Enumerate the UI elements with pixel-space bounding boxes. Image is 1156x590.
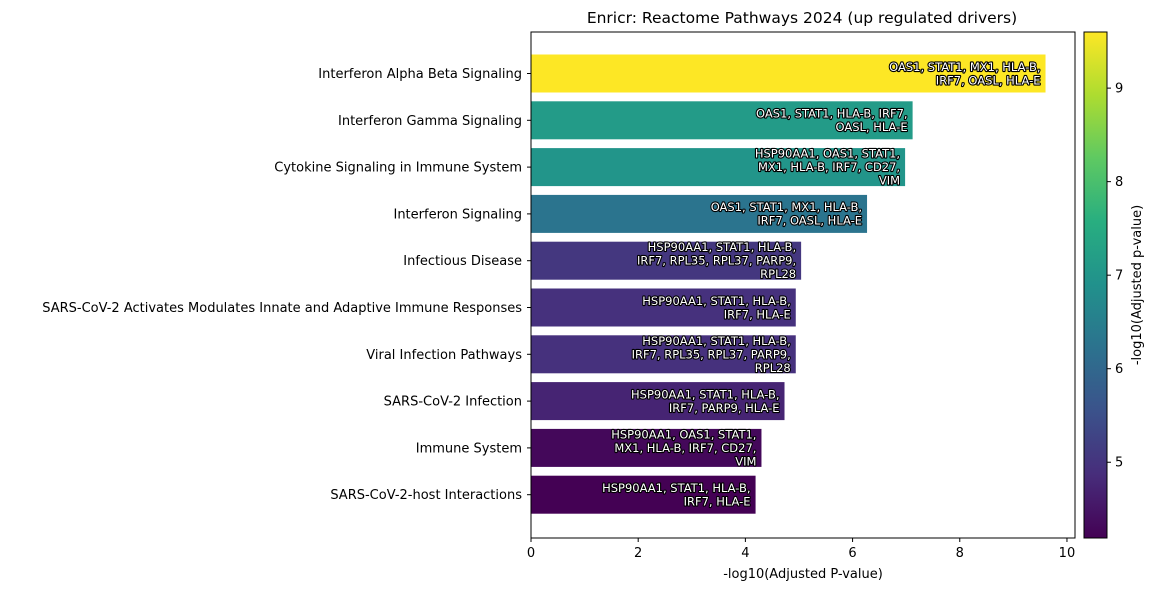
bars-layer: OAS1, STAT1, MX1, HLA-B, IRF7, OASL, HLA-… [531,54,1046,514]
y-tick-label: Infectious Disease [403,254,522,269]
bar-label: HSP90AA1, STAT1, HLA-B, IRF7, PARP9, HLA-… [631,387,779,415]
x-tick-label: 10 [1059,546,1076,561]
bar [531,428,762,467]
chart-title: Enricr: Reactome Pathways 2024 (up regul… [587,9,1017,27]
bar [531,382,785,421]
bar [531,101,913,140]
y-tick-label: SARS-CoV-2 Activates Modulates Innate an… [42,301,522,316]
plot-frame [530,31,1076,539]
bar-label: OAS1, STAT1, MX1, HLA-B, IRF7, OASL, HLA-… [711,200,862,228]
bar-label: HSP90AA1, STAT1, HLA-B, IRF7, RPL35, RPL3… [632,334,791,375]
bar-label: HSP90AA1, STAT1, HLA-B, IRF7, RPL35, RPL3… [637,240,796,281]
x-tick-label: 6 [848,546,856,561]
bar [531,475,756,514]
y-tick-label: Interferon Signaling [393,207,522,222]
y-tick-label: Immune System [416,441,522,456]
bar-label: OAS1, STAT1, MX1, HLA-B, IRF7, OASL, HLA-… [889,60,1040,88]
x-tick-label: 0 [527,546,535,561]
colorbar-tick-label: 8 [1115,175,1123,190]
y-tick-label: SARS-CoV-2-host Interactions [330,488,522,503]
colorbar-label: -log10(Adjusted p-value) [1130,205,1145,365]
colorbar-gradient [1083,31,1108,539]
colorbar-tick-label: 5 [1115,456,1123,471]
bar-label: HSP90AA1, STAT1, HLA-B, IRF7, HLA-E [602,481,750,509]
x-tick-label: 2 [634,546,642,561]
y-tick-label: SARS-CoV-2 Infection [384,395,522,410]
bar [531,241,802,280]
bar [531,148,906,187]
bar [531,288,796,327]
bar [531,335,796,374]
colorbar-tick-label: 7 [1115,269,1123,284]
colorbar-tick-label: 6 [1115,362,1123,377]
x-tick-label: 8 [956,546,964,561]
bar-label: HSP90AA1, OAS1, STAT1, MX1, HLA-B, IRF7, … [755,147,900,188]
bar-label: OAS1, STAT1, HLA-B, IRF7, OASL, HLA-E [756,107,908,135]
bar [531,54,1046,93]
colorbar: 5 6 7 8 9 [1083,31,1123,539]
x-tick-label: 4 [741,546,749,561]
y-tick-label: Interferon Gamma Signaling [338,114,522,129]
bar [531,194,868,233]
y-tick-label: Cytokine Signaling in Immune System [274,161,522,176]
y-tick-label: Interferon Alpha Beta Signaling [318,67,522,82]
colorbar-tick-label: 9 [1115,82,1123,97]
bar-label: HSP90AA1, STAT1, HLA-B, IRF7, HLA-E [642,294,790,322]
axes-layer: Interferon Alpha Beta Signaling Interfero… [42,31,1076,561]
bar-label: HSP90AA1, OAS1, STAT1, MX1, HLA-B, IRF7, … [611,427,756,468]
x-axis-label: -log10(Adjusted P-value) [723,567,883,582]
y-tick-label: Viral Infection Pathways [366,348,522,363]
